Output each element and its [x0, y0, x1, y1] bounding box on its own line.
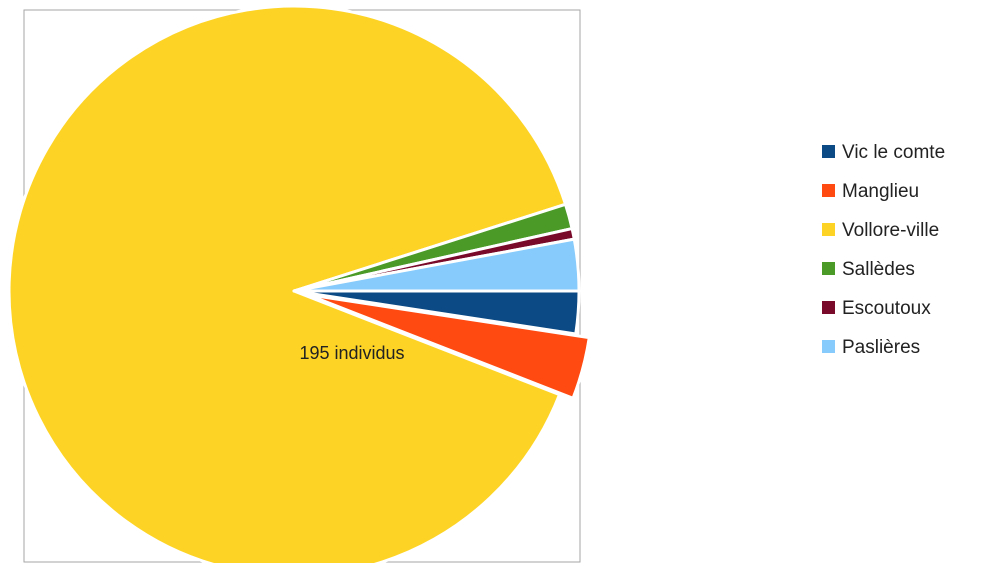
- legend-label-escoutoux: Escoutoux: [842, 298, 931, 319]
- legend: Vic le comte Manglieu Vollore-ville Sallède…: [822, 142, 945, 358]
- legend-swatch-paslieres: [822, 340, 835, 353]
- legend-swatch-escoutoux: [822, 301, 835, 314]
- pie-slice-paslieres: [292, 237, 581, 293]
- legend-swatch-vollore-ville: [822, 223, 835, 236]
- legend-label-vic-le-comte: Vic le comte: [842, 142, 945, 163]
- legend-swatch-manglieu: [822, 184, 835, 197]
- pie-slices: [7, 4, 591, 563]
- legend-label-paslieres: Paslières: [842, 337, 920, 358]
- pie-data-label: 195 individus: [299, 343, 404, 363]
- legend-label-salledes: Sallèdes: [842, 259, 915, 280]
- legend-label-manglieu: Manglieu: [842, 181, 919, 202]
- legend-label-vollore-ville: Vollore-ville: [842, 220, 939, 241]
- pie-slice-vollore-ville: [7, 4, 567, 563]
- legend-swatch-salledes: [822, 262, 835, 275]
- legend-swatch-vic-le-comte: [822, 145, 835, 158]
- pie-slice-manglieu: [306, 293, 591, 400]
